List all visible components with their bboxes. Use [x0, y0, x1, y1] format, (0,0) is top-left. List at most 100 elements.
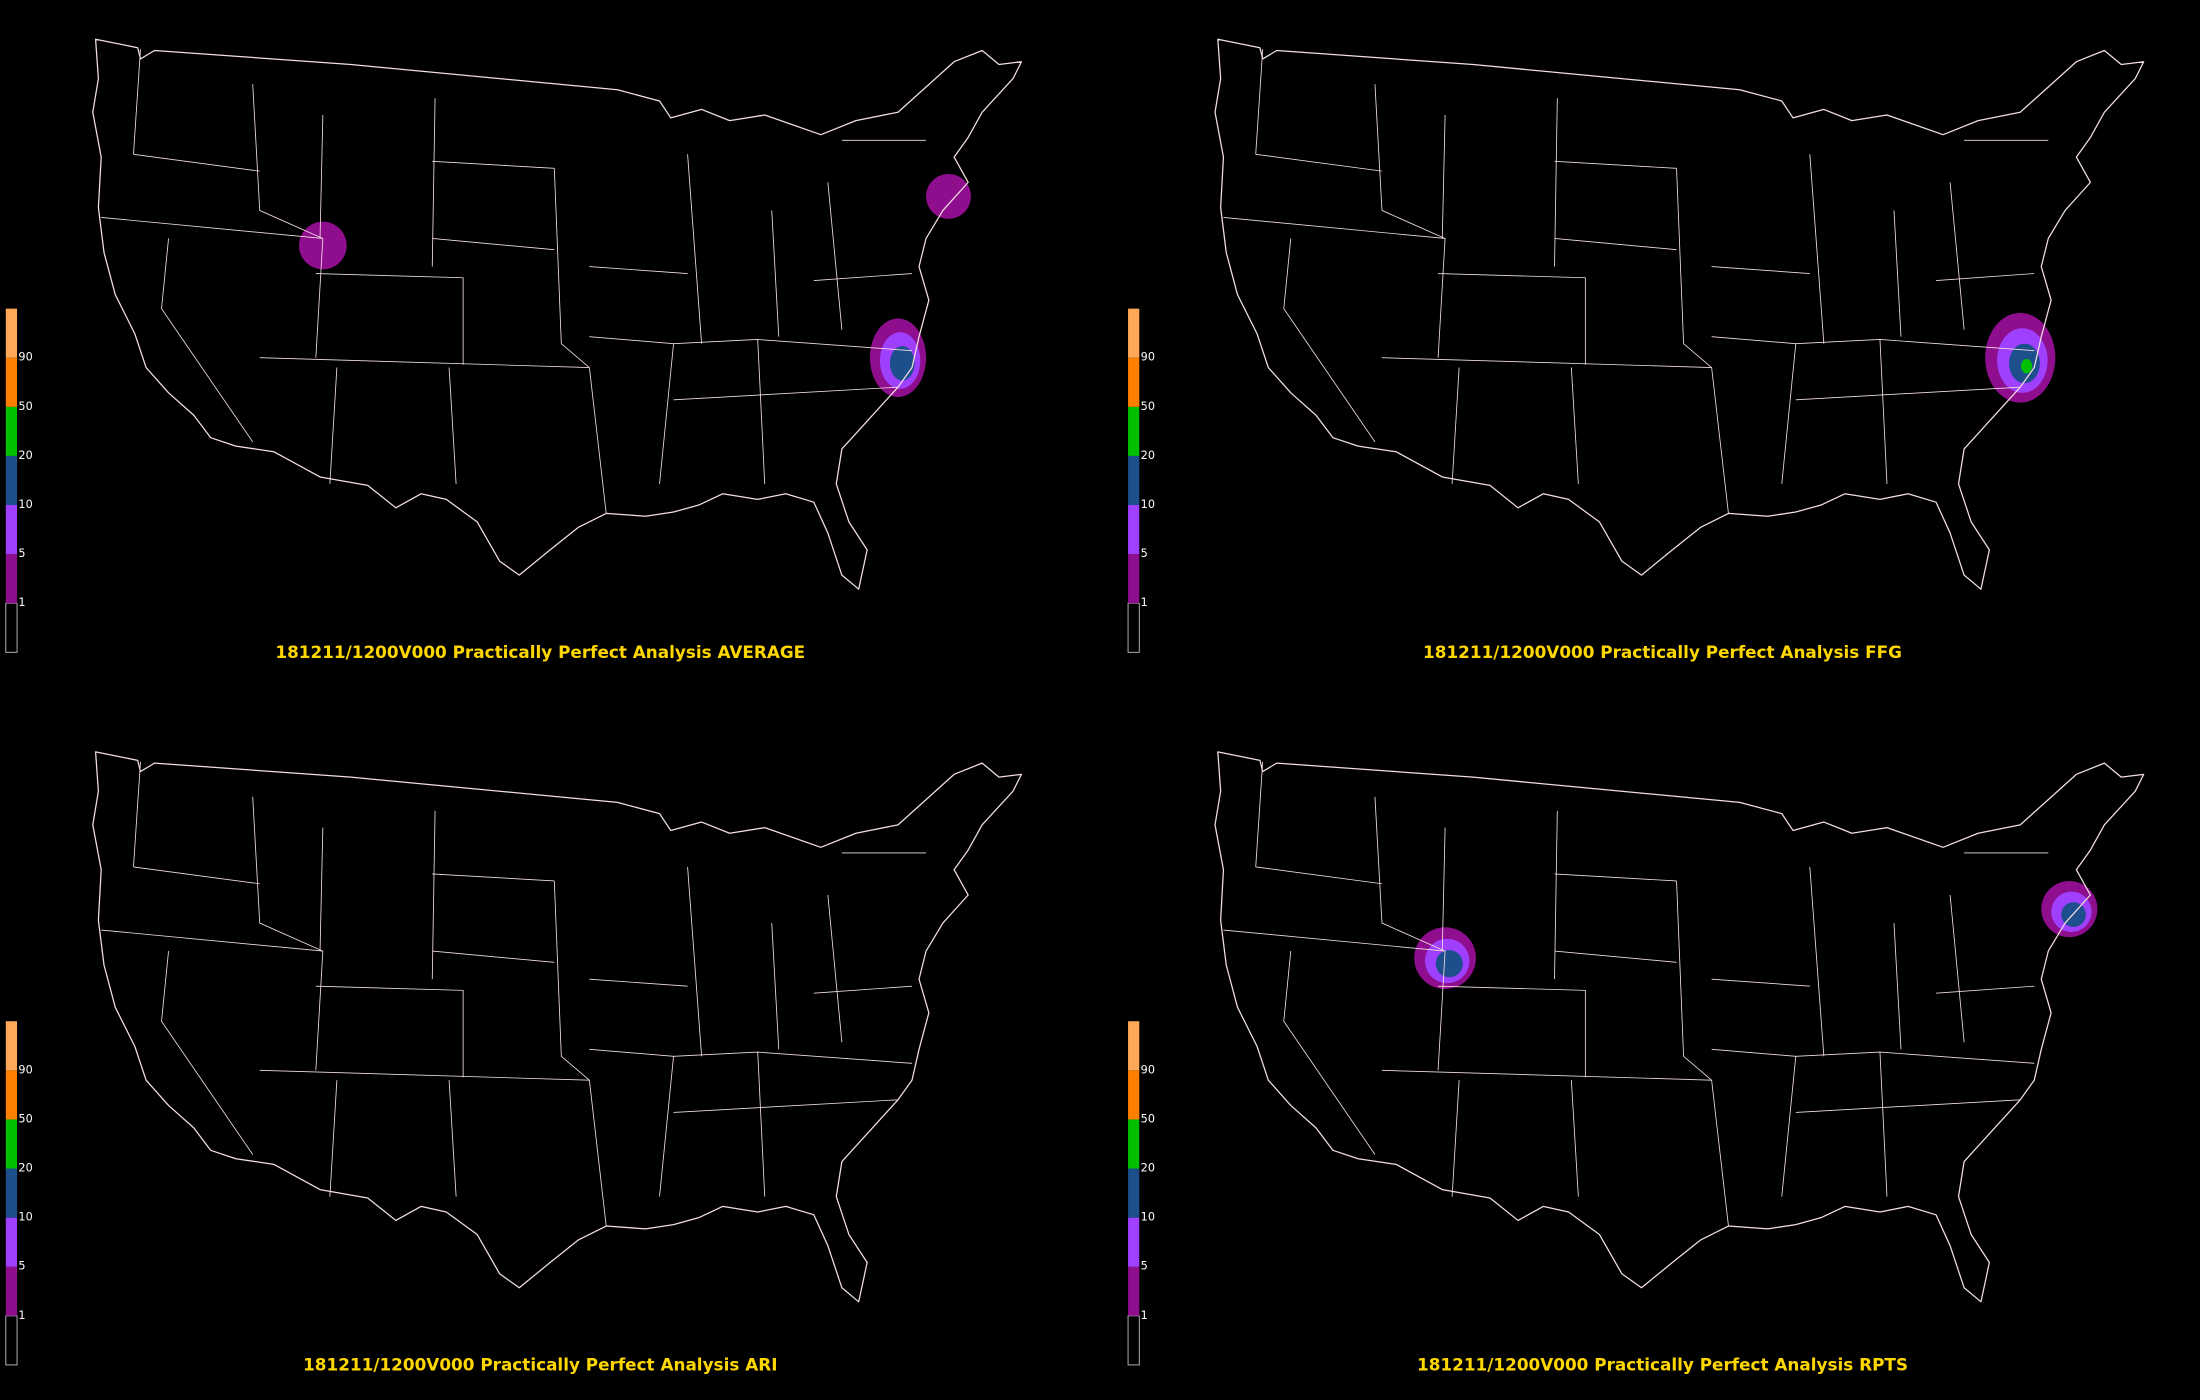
colorbar-segment — [5, 1315, 18, 1366]
state-border — [319, 827, 324, 952]
state-border — [329, 367, 338, 484]
state-border — [1879, 1052, 1888, 1197]
state-border — [161, 238, 254, 443]
colorbar-segment — [1128, 308, 1140, 358]
colorbar-segment — [5, 1217, 18, 1267]
state-border — [589, 1048, 913, 1064]
country-outline — [92, 38, 1023, 590]
colorbar-label: 90 — [1141, 351, 1155, 364]
colorbar-label: 50 — [1141, 1112, 1155, 1125]
colorbar-label: 10 — [1141, 498, 1155, 511]
state-border — [448, 1080, 457, 1197]
state-border — [133, 761, 141, 867]
state-border — [1936, 985, 2035, 994]
state-border — [1554, 238, 1677, 251]
state-border — [1795, 1099, 2021, 1113]
state-border — [1255, 761, 1264, 867]
colorbar-label: 20 — [18, 449, 32, 462]
state-border — [1711, 336, 2035, 352]
probability-area — [926, 173, 971, 219]
colorbar-segment — [5, 1119, 18, 1169]
state-border — [589, 336, 913, 352]
state-border — [1711, 978, 1810, 987]
state-border — [101, 217, 323, 239]
colorbar-segment — [1127, 602, 1140, 653]
state-border — [133, 49, 141, 155]
state-border — [1570, 367, 1579, 484]
panel-title: 181211/1200V000 Practically Perfect Anal… — [1423, 642, 1902, 662]
colorbar-label: 5 — [1141, 1260, 1148, 1273]
colorbar-label: 20 — [1141, 449, 1155, 462]
state-border — [1255, 49, 1264, 155]
state-border — [432, 873, 555, 882]
state-border — [1893, 210, 1902, 337]
colorbar-label: 50 — [1141, 400, 1155, 413]
colorbar-segment — [1128, 1021, 1140, 1071]
country-outline — [1214, 751, 2145, 1303]
probability-area — [1435, 950, 1463, 978]
colorbar-segment — [1128, 1119, 1140, 1169]
colorbar-label: 5 — [1141, 547, 1148, 560]
colorbar-segment — [5, 357, 18, 407]
state-border — [315, 273, 464, 365]
state-border — [589, 978, 688, 987]
state-border — [1554, 160, 1677, 169]
state-border — [1781, 343, 1797, 485]
state-border — [1441, 827, 1446, 952]
state-border — [771, 923, 780, 1050]
state-border — [553, 168, 590, 368]
state-border — [1795, 386, 2021, 401]
probability-area — [2020, 358, 2033, 374]
state-border — [315, 985, 464, 1078]
colorbar-segment — [5, 554, 18, 604]
colorbar-label: 20 — [1141, 1162, 1155, 1175]
colorbar-label: 1 — [1141, 596, 1148, 609]
state-border — [252, 796, 324, 1071]
state-border — [673, 386, 899, 401]
colorbar-segment — [1128, 1168, 1140, 1218]
probability-area — [889, 346, 915, 381]
colorbar-segment — [1128, 554, 1140, 604]
state-border — [1809, 866, 1825, 1057]
state-border — [259, 1069, 590, 1081]
colorbar-label: 20 — [18, 1162, 32, 1175]
panel-title: 181211/1200V000 Practically Perfect Anal… — [303, 1355, 777, 1375]
state-border — [1676, 168, 1712, 368]
state-border — [659, 343, 674, 485]
state-border — [673, 1099, 899, 1113]
state-border — [1283, 238, 1376, 443]
state-border — [827, 894, 843, 1043]
state-border — [1676, 880, 1712, 1081]
colorbar-segment — [5, 1266, 18, 1316]
state-border — [771, 210, 780, 337]
state-border — [133, 866, 260, 885]
colorbar-segment — [5, 505, 18, 555]
country-outline — [92, 751, 1023, 1303]
colorbar-segment — [5, 455, 18, 506]
state-border — [252, 84, 324, 358]
state-border — [432, 160, 555, 169]
colorbar-label: 10 — [1141, 1211, 1155, 1224]
country-outline — [1214, 38, 2145, 590]
colorbar-segment — [5, 308, 18, 358]
state-border — [1570, 1080, 1579, 1197]
state-border — [133, 153, 260, 172]
colorbar-segment — [5, 602, 18, 653]
map-panel: 1 5 10 20 50 90 181211/1200V000 Practically Pe… — [5, 751, 1023, 1375]
state-border — [1781, 1056, 1797, 1197]
state-border — [432, 238, 555, 251]
state-border — [1949, 182, 1965, 330]
state-border — [553, 880, 590, 1081]
state-border — [589, 266, 688, 274]
colorbar-segment — [5, 1168, 18, 1218]
colorbar-label: 90 — [18, 1063, 32, 1076]
colorbar-segment — [5, 406, 18, 456]
state-border — [813, 273, 913, 281]
state-border — [1255, 153, 1383, 172]
state-border — [101, 929, 323, 952]
state-border — [1438, 985, 1586, 1078]
colorbar-label: 50 — [18, 400, 32, 413]
state-border — [259, 357, 590, 368]
